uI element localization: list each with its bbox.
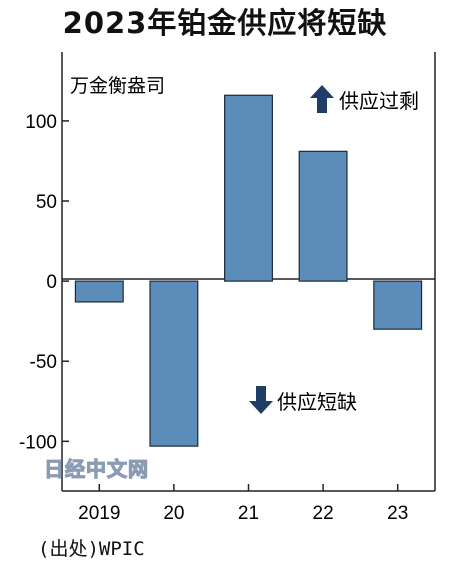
x-tick-label: 21 xyxy=(238,503,259,524)
unit-label: 万金衡盎司 xyxy=(70,75,165,97)
y-tick-label: 100 xyxy=(25,112,57,133)
source-note: (出处)WPIC xyxy=(38,538,145,560)
y-tick-label: 50 xyxy=(36,192,57,213)
y-tick-label: 0 xyxy=(46,272,57,293)
bar-22 xyxy=(298,150,348,282)
y-tick-label: -100 xyxy=(19,432,57,453)
watermark-logo: 日经中文网 xyxy=(44,457,149,481)
chart-title: 2023年铂金供应将短缺 xyxy=(62,6,388,40)
bars-group xyxy=(74,94,423,447)
x-tick-label: 22 xyxy=(313,503,334,524)
bar-2019 xyxy=(74,280,124,303)
x-tick-label: 20 xyxy=(163,503,184,524)
bar-21 xyxy=(224,94,273,282)
x-ticks: 2019 20 21 22 23 xyxy=(78,484,408,524)
surplus-annotation: 供应过剩 xyxy=(310,85,419,113)
surplus-label: 供应过剩 xyxy=(339,89,419,113)
down-arrow-icon xyxy=(249,386,273,414)
bar-20 xyxy=(149,280,199,447)
up-arrow-icon xyxy=(310,85,334,113)
y-tick-label: -50 xyxy=(30,352,57,373)
bar-23 xyxy=(373,280,423,330)
y-ticks: -100 -50 0 50 100 xyxy=(19,112,69,453)
deficit-annotation: 供应短缺 xyxy=(249,386,357,414)
x-tick-label: 23 xyxy=(387,503,408,524)
x-tick-label: 2019 xyxy=(78,503,120,524)
deficit-label: 供应短缺 xyxy=(277,390,357,414)
